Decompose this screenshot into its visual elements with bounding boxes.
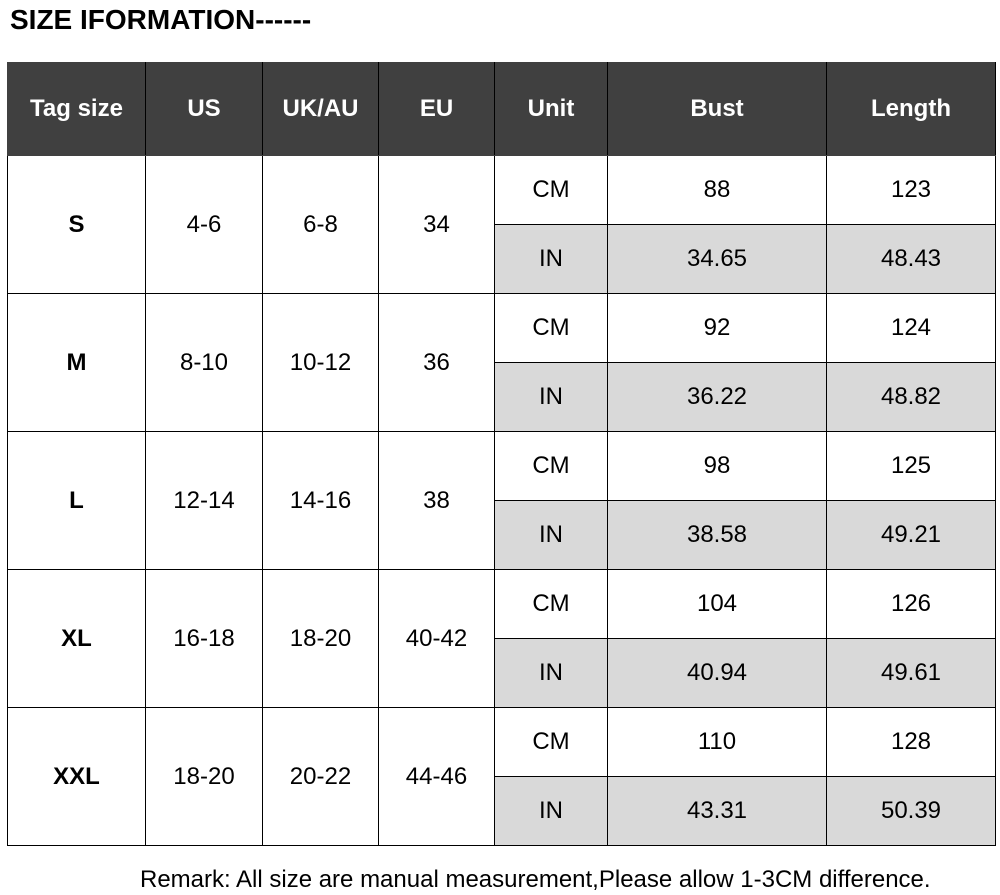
uk-size: 18-20 [262,569,379,708]
table-row: IN 36.22 48.82 [8,362,996,432]
length: 125 [826,431,996,501]
bust: 36.22 [607,362,827,432]
table-row: L 12-14 14-16 38 CM 98 125 [7,431,996,570]
unit: CM [494,707,608,777]
us-size: 4-6 [145,155,263,294]
tag-size: S [7,155,146,294]
header-row: Tag size US UK/AU EU Unit Bust Length [7,62,996,156]
table-row: XXL 18-20 20-22 44-46 CM 110 128 [7,707,996,846]
eu-size: 44-46 [378,707,495,846]
unit: CM [494,293,608,363]
length: 48.43 [826,224,996,294]
length: 50.39 [826,776,996,846]
us-size: 16-18 [145,569,263,708]
tag-size: M [7,293,146,432]
eu-size: 34 [378,155,495,294]
tag-size: L [7,431,146,570]
column-header: EU [378,62,495,156]
table-row: IN 34.65 48.43 [8,224,996,294]
unit: IN [494,638,608,708]
table-row: S 4-6 6-8 34 CM 88 123 [7,155,996,294]
bust: 104 [607,569,827,639]
bust: 88 [607,155,827,225]
unit: IN [494,776,608,846]
bust: 92 [607,293,827,363]
eu-size: 36 [378,293,495,432]
bust: 110 [607,707,827,777]
column-header: Unit [494,62,608,156]
title: SIZE IFORMATION------ [10,4,312,35]
size-table: Tag size US UK/AU EU Unit Bust Length S 4-6 6-8 3… [7,62,996,846]
length: 128 [826,707,996,777]
bust: 38.58 [607,500,827,570]
us-size: 18-20 [145,707,263,846]
column-header: US [145,62,263,156]
unit: CM [494,569,608,639]
uk-size: 10-12 [262,293,379,432]
uk-size: 20-22 [262,707,379,846]
table-row: M 8-10 10-12 36 CM 92 124 [7,293,996,432]
bust: 98 [607,431,827,501]
eu-size: 38 [378,431,495,570]
column-header: Tag size [7,62,146,156]
bust: 43.31 [607,776,827,846]
table-row: IN 40.94 49.61 [8,638,996,708]
bust: 34.65 [607,224,827,294]
unit: CM [494,431,608,501]
eu-size: 40-42 [378,569,495,708]
uk-size: 6-8 [262,155,379,294]
us-size: 8-10 [145,293,263,432]
column-header: Bust [607,62,827,156]
length: 49.61 [826,638,996,708]
table-row: XL 16-18 18-20 40-42 CM 104 126 [7,569,996,708]
tag-size: XXL [7,707,146,846]
unit: IN [494,224,608,294]
length: 126 [826,569,996,639]
column-header: UK/AU [262,62,379,156]
unit: IN [494,500,608,570]
length: 49.21 [826,500,996,570]
uk-size: 14-16 [262,431,379,570]
length: 124 [826,293,996,363]
length: 123 [826,155,996,225]
bust: 40.94 [607,638,827,708]
tag-size: XL [7,569,146,708]
unit: CM [494,155,608,225]
table-row: IN 38.58 49.21 [8,500,996,570]
unit: IN [494,362,608,432]
table-row: IN 43.31 50.39 [8,776,996,846]
remark: Remark: All size are manual measurement,… [140,866,931,893]
length: 48.82 [826,362,996,432]
us-size: 12-14 [145,431,263,570]
column-header: Length [826,62,996,156]
